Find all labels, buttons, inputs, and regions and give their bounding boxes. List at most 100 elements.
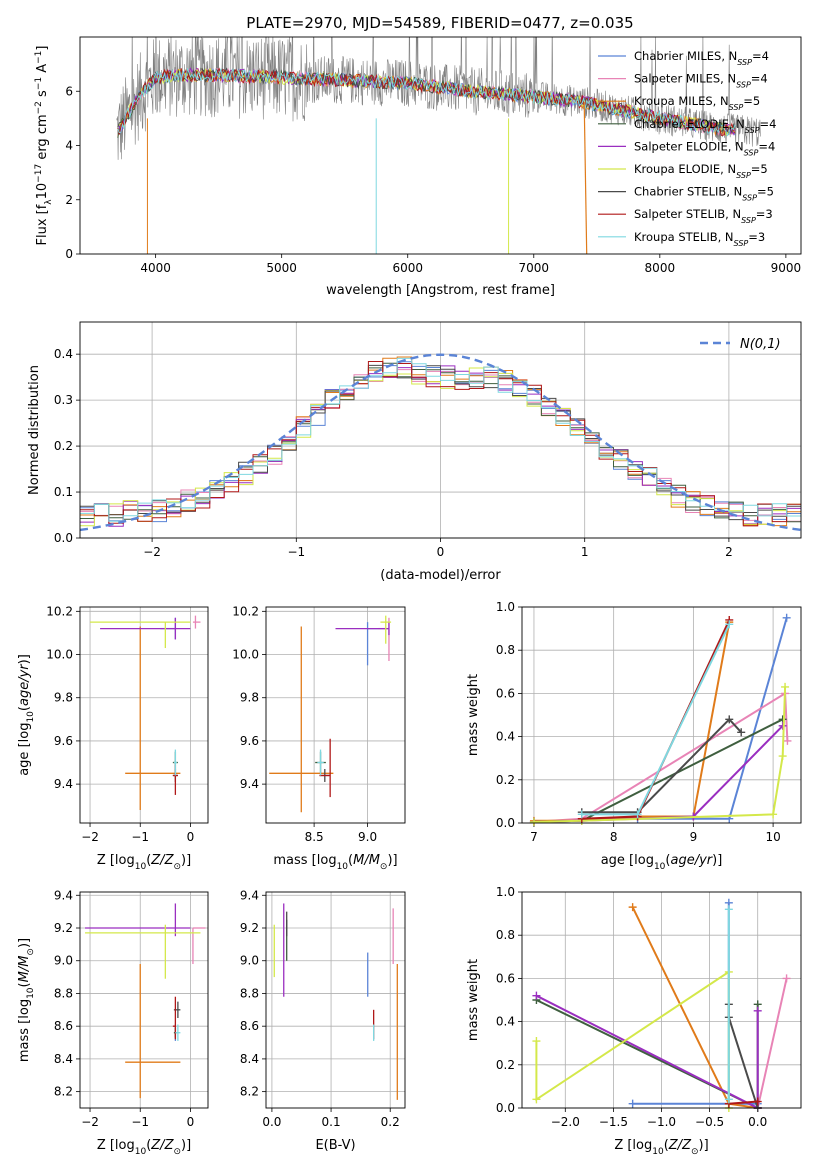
label-part: 10 bbox=[135, 1147, 147, 1157]
y-tick-label: 8.2 bbox=[54, 1085, 73, 1099]
data-point bbox=[532, 1095, 541, 1104]
label-part: 10 bbox=[26, 987, 36, 999]
y-tick-label: 10.2 bbox=[46, 604, 73, 618]
y-tick-label: 0.4 bbox=[496, 1015, 515, 1029]
x-tick-label: 1 bbox=[581, 545, 589, 559]
legend-text: =4 bbox=[752, 49, 769, 63]
data-point bbox=[529, 817, 538, 826]
axes-frame bbox=[265, 606, 406, 824]
y-tick-label: 9.4 bbox=[240, 777, 259, 791]
data-point bbox=[753, 1006, 762, 1015]
series-line bbox=[728, 1100, 758, 1105]
label-part: M/M bbox=[353, 853, 380, 868]
spectrum-cutoff bbox=[583, 102, 588, 255]
x-tick-label: 0 bbox=[187, 1115, 195, 1129]
label-part: ⊙ bbox=[173, 862, 181, 872]
label-part: ( bbox=[146, 1138, 151, 1153]
axes-frame bbox=[265, 891, 406, 1109]
legend-text: SSP bbox=[744, 148, 759, 157]
y-tick-label: 0.3 bbox=[54, 393, 73, 407]
y-tick-label: 9.6 bbox=[54, 734, 73, 748]
legend-entry: Salpeter MILES, NSSP=4 bbox=[634, 72, 768, 90]
y-tick-label: 10.0 bbox=[232, 648, 259, 662]
x-tick-label: 5000 bbox=[266, 261, 297, 275]
label-part: 10 bbox=[26, 711, 36, 723]
x-axis-label: Z [log10(Z/Z⊙)] bbox=[97, 853, 191, 872]
y-tick-label: 9.0 bbox=[240, 954, 259, 968]
x-tick-label: 0.0 bbox=[262, 1115, 281, 1129]
x-tick-label: −2 bbox=[81, 830, 99, 844]
y-tick-label: 9.2 bbox=[240, 921, 259, 935]
data-point bbox=[628, 1099, 637, 1108]
y-tick-label: 8.8 bbox=[54, 986, 73, 1000]
label-part: ( bbox=[146, 853, 151, 868]
label-part: age/yr bbox=[670, 853, 713, 868]
legend-entry: Kroupa MILES, NSSP=5 bbox=[634, 94, 760, 112]
residual-histogram bbox=[80, 361, 801, 527]
label-part: s bbox=[35, 90, 50, 101]
label-part: mass [log bbox=[17, 999, 32, 1062]
y-tick-label: 9.4 bbox=[54, 777, 73, 791]
y-tick-label: 1.0 bbox=[496, 600, 515, 614]
legend-text: =4 bbox=[751, 72, 768, 86]
label-part: mass [log bbox=[273, 853, 336, 868]
label-part: 10 bbox=[135, 862, 147, 872]
legend-entry: Salpeter ELODIE, NSSP=4 bbox=[634, 139, 775, 157]
x-tick-label: 9.0 bbox=[358, 830, 377, 844]
legend-entry: Chabrier MILES, NSSP=4 bbox=[634, 49, 769, 67]
y-tick-label: 10.0 bbox=[46, 648, 73, 662]
axes-frame bbox=[521, 606, 802, 824]
y-tick-label: 10.2 bbox=[232, 604, 259, 618]
y-tick-label: 9.8 bbox=[54, 691, 73, 705]
x-tick-label: −2 bbox=[143, 545, 161, 559]
y-tick-label: 0.1 bbox=[54, 485, 73, 499]
y-tick-label: 6 bbox=[65, 84, 73, 98]
label-part: 10 bbox=[337, 862, 349, 872]
x-tick-label: −1 bbox=[131, 1115, 149, 1129]
residual-histogram bbox=[80, 357, 801, 522]
legend-text: Salpeter ELODIE, N bbox=[634, 139, 744, 153]
data-point bbox=[725, 715, 734, 724]
data-point bbox=[725, 620, 734, 629]
x-tick-label: 8.5 bbox=[305, 830, 324, 844]
x-tick-label: −1 bbox=[287, 545, 305, 559]
label-part: ( bbox=[348, 853, 353, 868]
x-tick-label: −1.0 bbox=[647, 1115, 676, 1129]
label-part: −1 bbox=[34, 51, 44, 64]
x-tick-label: 0.1 bbox=[322, 1115, 341, 1129]
legend-entry: Kroupa STELIB, NSSP=3 bbox=[634, 230, 765, 248]
x-tick-label: 0 bbox=[187, 830, 195, 844]
label-part: )] bbox=[17, 938, 32, 948]
y-tick-label: 0.0 bbox=[496, 816, 515, 830]
panel-age_vs_Z: −2 −1 09.49.69.810.010.2Z [log10(Z/Z⊙)]age… bbox=[17, 604, 209, 872]
x-tick-label: 0.0 bbox=[748, 1115, 767, 1129]
data-point bbox=[633, 810, 642, 819]
data-point bbox=[778, 752, 787, 761]
data-point bbox=[782, 613, 791, 622]
label-part: ⊙ bbox=[380, 862, 388, 872]
x-tick-label: −0.5 bbox=[695, 1115, 724, 1129]
label-part: Z/Z bbox=[668, 1138, 692, 1153]
x-tick-label: 2 bbox=[725, 545, 733, 559]
x-tick-label: 8000 bbox=[645, 261, 676, 275]
y-tick-label: 0.2 bbox=[54, 439, 73, 453]
legend-text: SSP bbox=[737, 58, 752, 67]
x-axis-label: mass [log10(M/M⊙)] bbox=[273, 853, 397, 872]
data-point bbox=[532, 991, 541, 1000]
legend-text: Salpeter STELIB, N bbox=[634, 207, 741, 221]
y-tick-label: 9.0 bbox=[54, 954, 73, 968]
y-tick-label: 9.8 bbox=[240, 691, 259, 705]
x-tick-label: −1 bbox=[131, 830, 149, 844]
data-point bbox=[783, 736, 792, 745]
y-tick-label: 0.4 bbox=[496, 730, 515, 744]
label-part: M/M bbox=[17, 956, 32, 983]
residual-histogram bbox=[80, 364, 801, 521]
legend-text: Chabrier ELODIE, N bbox=[634, 117, 745, 131]
data-point bbox=[782, 974, 791, 983]
legend-text: Chabrier MILES, N bbox=[634, 49, 737, 63]
data-point bbox=[577, 810, 586, 819]
legend-entry: Kroupa ELODIE, NSSP=5 bbox=[634, 162, 768, 180]
label-part: ⊙ bbox=[691, 1147, 699, 1157]
